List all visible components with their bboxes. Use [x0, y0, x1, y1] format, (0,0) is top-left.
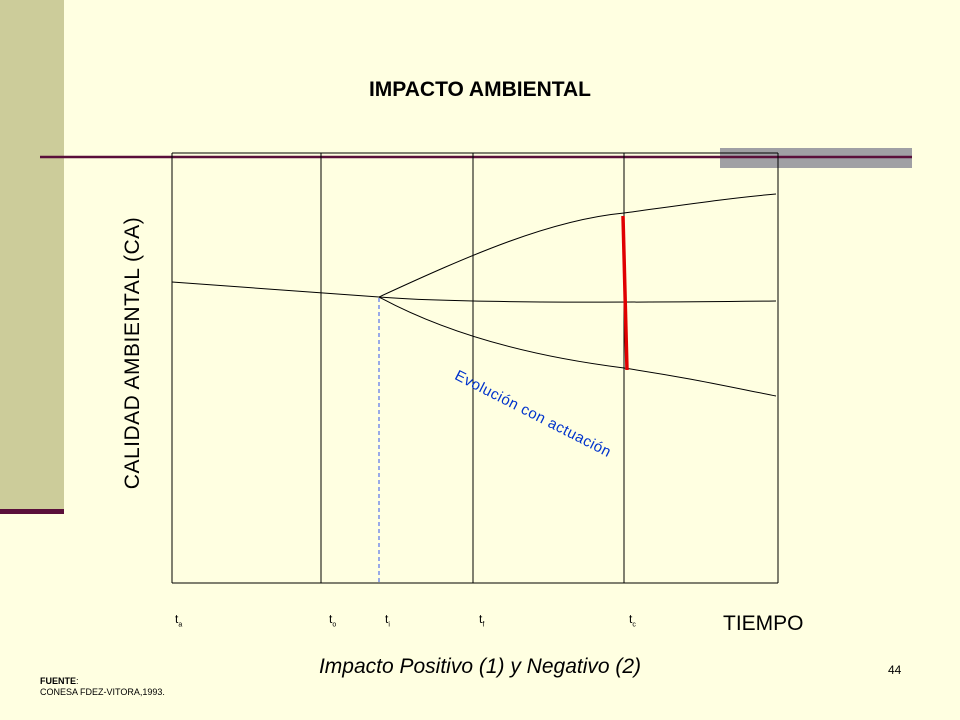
red-impact-marker	[621, 215, 629, 371]
tick-ta: ta	[175, 612, 182, 628]
source-label-colon: :	[76, 676, 79, 686]
y-axis-label: CALIDAD AMBIENTAL (CA)	[121, 216, 144, 490]
side-decor-underline	[0, 509, 64, 514]
page-number: 44	[888, 663, 902, 677]
tick-tc: tc	[629, 612, 636, 628]
source-citation: CONESA FDEZ-VITORA,1993.	[40, 687, 165, 697]
x-axis-label: TIEMPO	[723, 612, 804, 635]
source-label-bold: FUENTE	[40, 676, 76, 686]
tick-tc-sub: c	[632, 621, 636, 629]
tick-tf: tf	[479, 612, 484, 628]
tick-ta-sub: a	[178, 621, 183, 629]
tick-tf-main: t	[479, 612, 483, 626]
positive-impact-curve	[378, 193, 777, 298]
slide-title: IMPACTO AMBIENTAL	[368, 78, 592, 101]
tick-tc-main: t	[629, 612, 633, 626]
tick-tf-sub: f	[482, 621, 485, 629]
tick-ta-main: t	[175, 612, 179, 626]
tick-ti-main: t	[385, 612, 389, 626]
no-impact-curve	[378, 296, 777, 303]
tick-to: to	[329, 612, 336, 628]
source-label: FUENTE:	[40, 676, 79, 686]
tick-to-main: t	[329, 612, 333, 626]
tick-ti: ti	[385, 612, 390, 628]
side-decor-bar	[0, 0, 64, 510]
baseline-curve	[171, 281, 380, 298]
figure-caption: Impacto Positivo (1) y Negativo (2)	[318, 655, 642, 678]
tick-to-sub: o	[332, 621, 337, 629]
negative-impact-curve	[378, 296, 777, 397]
tick-ti-sub: i	[388, 621, 390, 629]
